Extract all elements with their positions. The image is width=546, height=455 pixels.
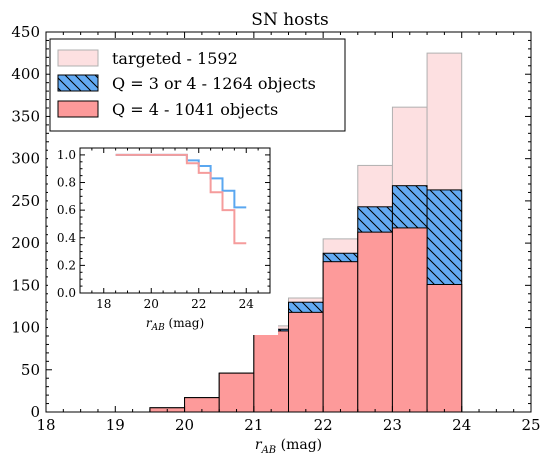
inset-y-tick-label: 1.0 [57,148,76,162]
bar-q4 [218,372,255,413]
x-axis-label: rAB (mag) [255,437,322,455]
inset-x-tick-label: 20 [144,297,159,311]
inset-y-tick-label: 0.8 [57,176,76,190]
bar-q4 [253,330,290,413]
legend-entry-2: Q = 3 or 4 - 1264 objects [57,74,316,93]
y-tick-label: 300 [11,150,40,168]
legend-label: Q = 4 - 1041 objects [112,100,278,119]
inset-x-tick-label: 24 [239,297,255,311]
y-tick-label: 400 [11,65,40,83]
x-tick-label: 22 [314,416,333,434]
y-tick-label: 250 [11,192,40,210]
y-tick-label: 350 [11,107,40,125]
bar-q4 [357,231,393,413]
bar-q4 [391,227,428,413]
inset-y-tick-label: 0.4 [57,231,76,245]
x-tick-label: 25 [521,416,540,434]
inset-y-tick-label: 0.6 [57,203,76,217]
bar-q4 [426,283,463,413]
x-tick-label: 20 [175,416,194,434]
legend: targeted - 1592 Q = 3 or 4 - 1264 objects… [49,38,346,132]
legend-swatch-targeted [57,49,99,67]
main-bars [46,52,497,413]
inset-y-tick-label: 0.0 [57,286,76,300]
legend-entry-1: targeted - 1592 [57,49,238,68]
x-tick-label: 24 [452,416,471,434]
x-tick-label: 18 [36,416,55,434]
y-tick-label: 200 [11,234,40,252]
y-tick-label: 450 [11,23,40,41]
bar-q4 [322,261,359,413]
inset-frame [79,147,271,294]
y-tick-label: 0 [30,403,40,421]
chart-title: SN hosts [251,10,328,30]
inset-x-axis-label: rAB (mag) [146,316,204,333]
y-tick-label: 150 [11,276,40,294]
legend-entry-3: Q = 4 - 1041 objects [57,100,278,119]
inset-y-tick-label: 0.2 [57,258,76,272]
legend-frame [49,38,346,132]
inset-x-tick-label: 18 [96,297,111,311]
y-tick-label: 100 [11,319,40,337]
inset-chart: 18 20 22 24 0.0 0.2 0.4 0.6 0.8 1.0 rAB (mag) [48,144,278,335]
y-tick-label: 50 [21,361,40,379]
inset-x-tick-label: 22 [191,297,206,311]
legend-swatch-q34-hatch [58,75,98,91]
x-tick-label: 23 [383,416,402,434]
inset-series-2 [115,153,247,245]
x-tick-label: 19 [106,416,125,434]
x-tick-label: 21 [244,416,263,434]
legend-swatch-q4 [57,100,99,118]
bar-q4 [288,311,324,413]
legend-label: targeted - 1592 [112,49,238,68]
legend-label: Q = 3 or 4 - 1264 objects [112,74,316,93]
